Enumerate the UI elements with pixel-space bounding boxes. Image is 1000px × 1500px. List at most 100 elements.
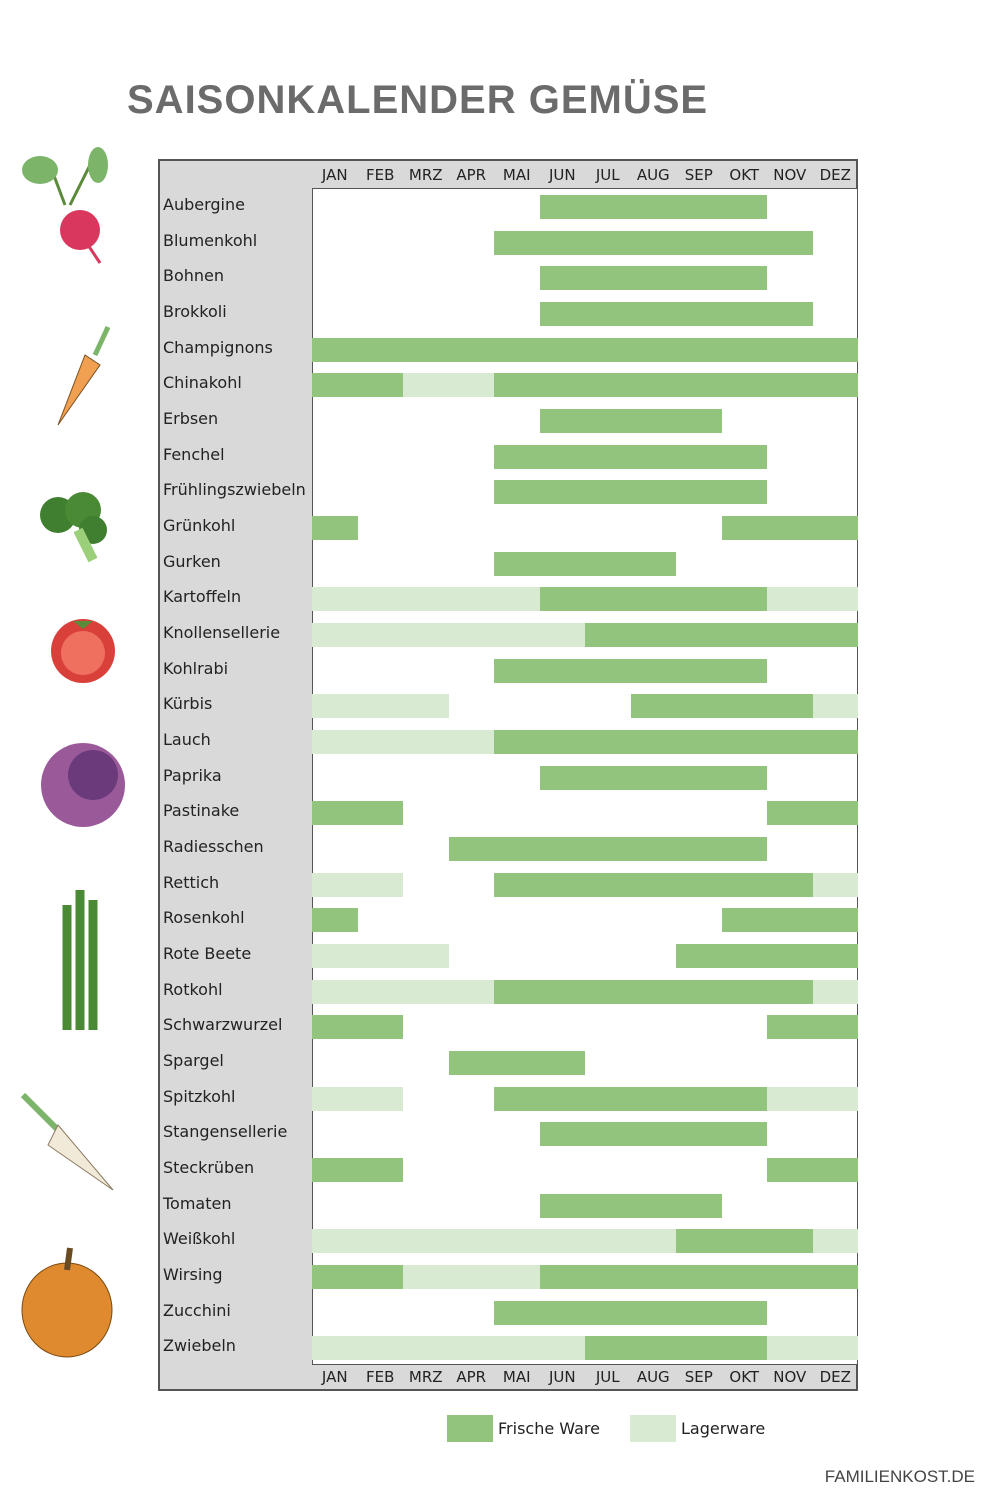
legend-label: Frische Ware: [498, 1419, 600, 1438]
fresh-bar: [539, 408, 722, 433]
row-label: Spargel: [163, 1050, 224, 1070]
storage-bar: [812, 979, 858, 1004]
fresh-bar: [767, 801, 858, 826]
bottom-month-label: APR: [456, 1368, 487, 1386]
fresh-bar: [539, 765, 767, 790]
row-label: Rote Beete: [163, 943, 252, 963]
row-label: Spitzkohl: [163, 1086, 236, 1106]
top-month-label: JAN: [321, 166, 348, 184]
row-label: Kohlrabi: [163, 658, 229, 678]
top-month-label: NOV: [773, 166, 807, 184]
storage-bar: [312, 1336, 585, 1361]
fresh-bar: [312, 515, 358, 540]
fresh-bar: [539, 194, 767, 219]
plot-area: [312, 188, 858, 1365]
red-cabbage-illustration: [38, 735, 128, 834]
top-month-label: OKT: [729, 166, 760, 184]
fresh-bar: [494, 373, 858, 398]
row-label: Frühlingszwiebeln: [163, 480, 306, 500]
fresh-bar: [676, 943, 858, 968]
broccoli-illustration: [38, 490, 108, 569]
row-label: Zwiebeln: [163, 1336, 236, 1356]
fresh-bar: [630, 694, 813, 719]
fresh-bar: [539, 1122, 767, 1147]
fresh-bar: [721, 908, 858, 933]
fresh-bar: [448, 836, 767, 861]
fresh-bar: [676, 1229, 813, 1254]
fresh-bar: [312, 801, 403, 826]
storage-bar: [767, 587, 858, 612]
row-label: Aubergine: [163, 194, 245, 214]
row-label: Kürbis: [163, 694, 213, 714]
row-label: Brokkoli: [163, 301, 227, 321]
fresh-bar: [494, 230, 813, 255]
bottom-month-label: MAI: [502, 1368, 531, 1386]
radish-illustration: [20, 145, 110, 269]
storage-bar: [403, 373, 494, 398]
row-label: Paprika: [163, 765, 222, 785]
season-calendar-chart: JAN JAN FEB FEB MRZ MRZ APR APR MAI MAI JUN JUN JUL J…: [158, 159, 858, 1391]
legend-item-fresh: Frische Ware: [447, 1415, 600, 1442]
fresh-bar: [539, 301, 813, 326]
storage-bar: [312, 979, 494, 1004]
fresh-bar: [312, 908, 358, 933]
fresh-bar: [494, 444, 767, 469]
row-label: Steckrüben: [163, 1157, 255, 1177]
row-label: Stangensellerie: [163, 1122, 288, 1142]
fresh-bar: [721, 515, 858, 540]
row-label: Schwarzwurzel: [163, 1015, 283, 1035]
parsnip-illustration: [18, 1085, 118, 1199]
fresh-bar: [539, 1193, 722, 1218]
legend-item-storage: Lagerware: [630, 1415, 765, 1442]
row-label: Kartoffeln: [163, 587, 242, 607]
storage-bar: [812, 872, 858, 897]
storage-bar: [312, 694, 449, 719]
row-label: Rotkohl: [163, 979, 223, 999]
fresh-bar: [767, 1157, 858, 1182]
row-label: Erbsen: [163, 408, 219, 428]
row-label: Rettich: [163, 872, 220, 892]
tomato-illustration: [47, 615, 119, 687]
storage-bar: [312, 872, 403, 897]
fresh-bar: [494, 1300, 767, 1325]
fresh-bar: [539, 1264, 858, 1289]
bottom-month-label: MRZ: [408, 1368, 443, 1386]
fresh-bar: [494, 480, 767, 505]
storage-bar: [312, 1086, 403, 1111]
fresh-bar: [312, 1157, 403, 1182]
storage-bar: [312, 622, 585, 647]
storage-swatch: [630, 1415, 676, 1442]
storage-bar: [312, 729, 494, 754]
fresh-bar: [585, 622, 858, 647]
top-month-label: MRZ: [408, 166, 443, 184]
fresh-bar: [312, 1264, 403, 1289]
top-month-label: APR: [456, 166, 487, 184]
fresh-bar: [448, 1050, 585, 1075]
bottom-month-label: AUG: [636, 1368, 670, 1386]
carrot-illustration: [50, 325, 111, 434]
top-month-label: JUN: [548, 166, 576, 184]
top-month-label: AUG: [636, 166, 670, 184]
asparagus-illustration: [55, 885, 105, 1039]
row-label: Blumenkohl: [163, 230, 258, 250]
row-label: Fenchel: [163, 444, 225, 464]
row-label: Tomaten: [163, 1193, 232, 1213]
bottom-month-label: DEZ: [819, 1368, 851, 1386]
storage-bar: [312, 1229, 676, 1254]
page-title: SAISONKALENDER GEMÜSE: [127, 78, 709, 122]
fresh-bar: [494, 1086, 767, 1111]
row-label: Lauch: [163, 729, 211, 749]
top-month-label: SEP: [684, 166, 713, 184]
row-label: Weißkohl: [163, 1229, 236, 1249]
fresh-bar: [494, 729, 858, 754]
bottom-month-label: JUN: [548, 1368, 576, 1386]
row-label: Champignons: [163, 337, 273, 357]
fresh-swatch: [447, 1415, 493, 1442]
storage-bar: [767, 1336, 858, 1361]
bottom-month-label: NOV: [773, 1368, 807, 1386]
fresh-bar: [312, 1015, 403, 1040]
fresh-bar: [539, 266, 767, 291]
row-label: Bohnen: [163, 266, 225, 286]
bottom-month-label: SEP: [684, 1368, 713, 1386]
pumpkin-illustration: [20, 1245, 115, 1364]
